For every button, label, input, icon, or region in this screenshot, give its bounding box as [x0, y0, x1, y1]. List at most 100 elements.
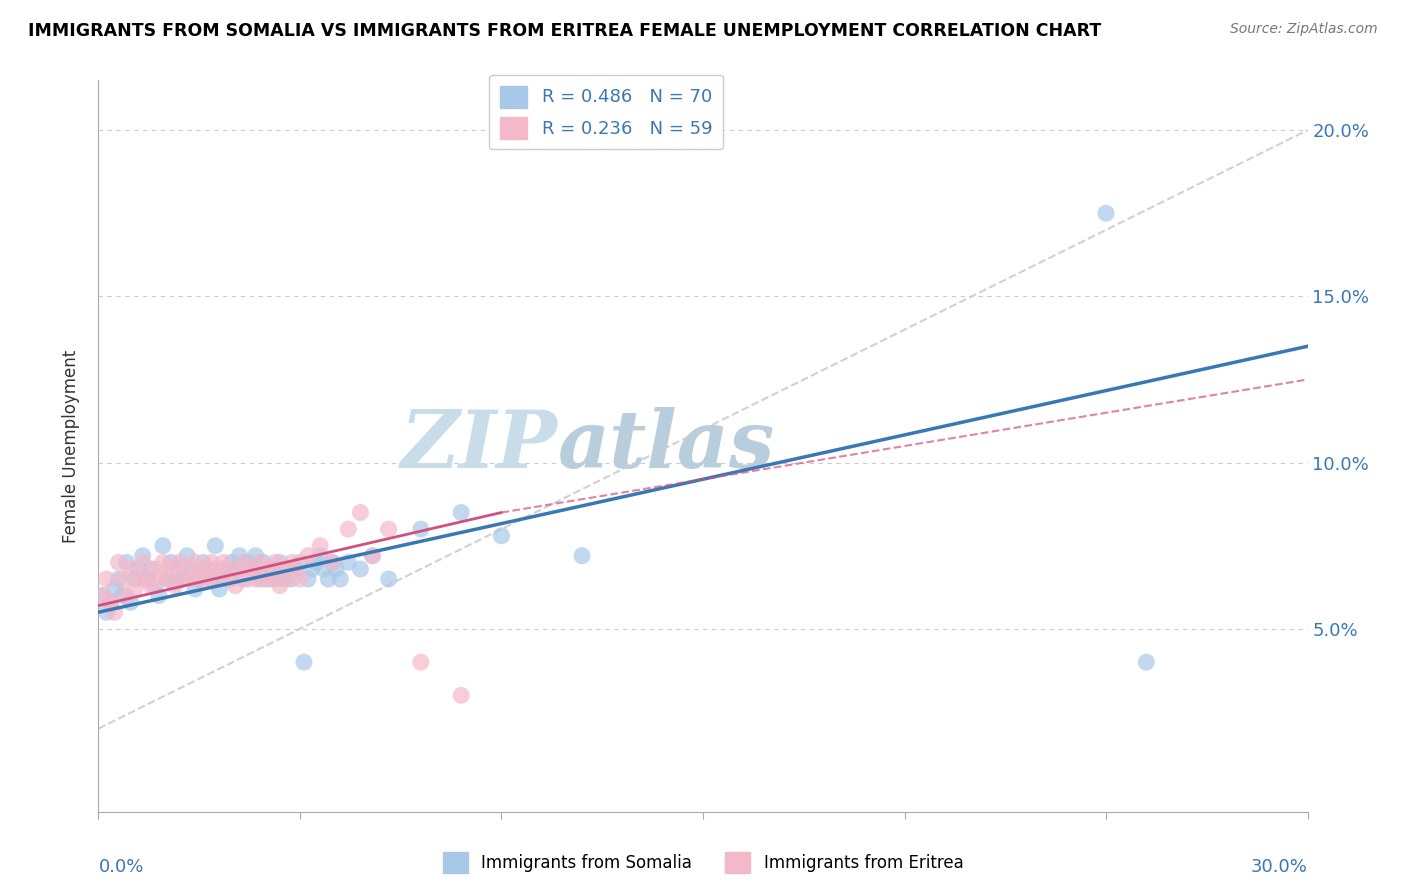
Point [103, 582, 125, 596]
Point [284, 562, 307, 576]
Point [100, 595, 122, 609]
Point [292, 655, 315, 669]
Point [176, 549, 198, 563]
Point [253, 572, 276, 586]
Point [325, 562, 347, 576]
Text: 0.0%: 0.0% [98, 857, 143, 876]
Point [409, 655, 432, 669]
Point [128, 572, 150, 586]
Point [264, 555, 287, 569]
Point [111, 589, 134, 603]
Point [236, 555, 259, 569]
Point [337, 522, 360, 536]
Point [240, 562, 263, 576]
Legend: Immigrants from Somalia, Immigrants from Eritrea: Immigrants from Somalia, Immigrants from… [436, 846, 970, 880]
Point [450, 506, 472, 520]
Point [132, 549, 155, 563]
Point [167, 562, 190, 576]
Point [301, 562, 323, 576]
Point [188, 572, 211, 586]
Point [281, 555, 304, 569]
Point [184, 555, 207, 569]
Point [491, 529, 513, 543]
Point [1095, 206, 1118, 220]
Point [316, 572, 339, 586]
Point [245, 572, 267, 586]
Point [103, 605, 125, 619]
Point [124, 582, 146, 596]
Point [195, 572, 218, 586]
Point [208, 572, 231, 586]
Point [204, 562, 226, 576]
Point [120, 595, 142, 609]
Point [273, 572, 295, 586]
Point [139, 579, 162, 593]
Point [309, 539, 332, 553]
Point [269, 579, 291, 593]
Text: IMMIGRANTS FROM SOMALIA VS IMMIGRANTS FROM ERITREA FEMALE UNEMPLOYMENT CORRELATI: IMMIGRANTS FROM SOMALIA VS IMMIGRANTS FR… [28, 22, 1101, 40]
Point [176, 562, 198, 576]
Point [132, 555, 155, 569]
Point [409, 522, 432, 536]
Point [139, 562, 162, 576]
Point [91, 589, 114, 603]
Point [249, 572, 271, 586]
Point [228, 562, 250, 576]
Point [361, 549, 384, 563]
Point [224, 579, 246, 593]
Point [240, 562, 263, 576]
Point [269, 555, 291, 569]
Point [236, 572, 259, 586]
Point [180, 572, 202, 586]
Point [450, 689, 472, 703]
Point [160, 562, 183, 576]
Point [135, 572, 157, 586]
Point [232, 572, 254, 586]
Point [100, 595, 122, 609]
Point [152, 539, 174, 553]
Point [377, 522, 399, 536]
Point [314, 562, 336, 576]
Point [148, 572, 170, 586]
Point [297, 572, 319, 586]
Point [571, 549, 593, 563]
Point [163, 575, 186, 590]
Point [217, 562, 239, 576]
Point [107, 555, 129, 569]
Point [184, 582, 207, 596]
Point [163, 579, 186, 593]
Point [309, 549, 332, 563]
Point [221, 572, 243, 586]
Y-axis label: Female Unemployment: Female Unemployment [62, 350, 80, 542]
Point [160, 555, 183, 569]
Point [212, 555, 235, 569]
Point [260, 562, 283, 576]
Point [143, 579, 166, 593]
Point [224, 562, 246, 576]
Point [172, 572, 194, 586]
Point [180, 562, 202, 576]
Point [221, 555, 243, 569]
Point [260, 572, 283, 586]
Point [124, 572, 146, 586]
Point [107, 572, 129, 586]
Point [156, 572, 179, 586]
Text: Source: ZipAtlas.com: Source: ZipAtlas.com [1230, 22, 1378, 37]
Point [321, 555, 343, 569]
Point [256, 572, 278, 586]
Point [167, 555, 190, 569]
Point [305, 555, 328, 569]
Point [264, 572, 287, 586]
Point [152, 555, 174, 569]
Point [128, 562, 150, 576]
Point [337, 555, 360, 569]
Point [256, 562, 278, 576]
Point [288, 572, 311, 586]
Point [96, 572, 118, 586]
Point [200, 555, 222, 569]
Point [115, 555, 138, 569]
Point [193, 555, 215, 569]
Point [1135, 655, 1157, 669]
Point [115, 589, 138, 603]
Point [349, 506, 371, 520]
